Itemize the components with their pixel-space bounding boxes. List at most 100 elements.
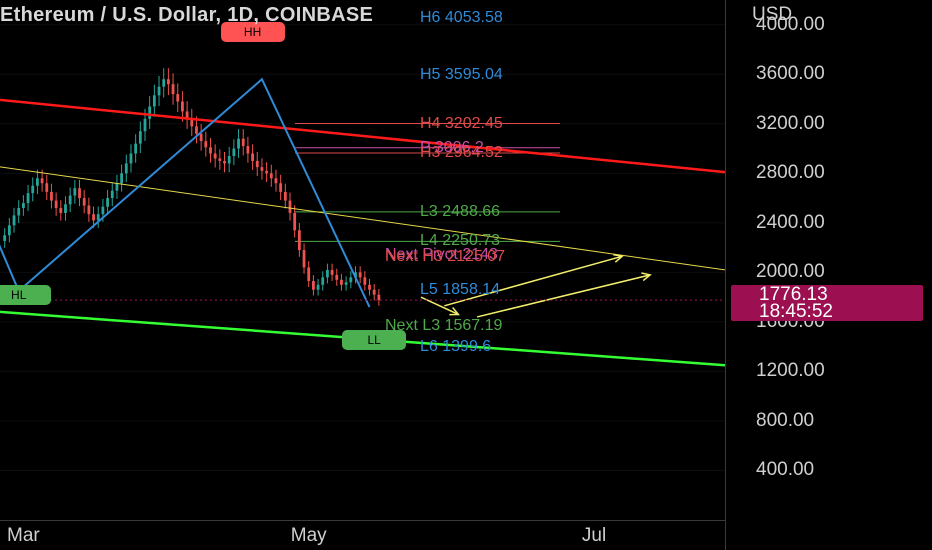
candle-body xyxy=(199,133,203,142)
candle-body xyxy=(157,86,161,96)
channel-mid-line xyxy=(0,166,725,271)
candle-body xyxy=(260,167,264,171)
price-tick-label: 3600.00 xyxy=(756,63,825,85)
pivot-level-label: L6 1399.6 xyxy=(420,337,492,355)
candle-body xyxy=(110,190,114,199)
grid xyxy=(0,24,725,471)
candle-body xyxy=(297,230,301,251)
candle-body xyxy=(31,185,35,194)
zigzag-line xyxy=(18,77,371,308)
candle-body xyxy=(377,294,381,301)
candle-body xyxy=(190,118,194,127)
chart-canvas[interactable] xyxy=(0,0,725,520)
candle-body xyxy=(237,138,240,149)
candle-body xyxy=(82,198,86,206)
time-tick-label: Jul xyxy=(581,525,607,546)
price-tick-label: 3200.00 xyxy=(756,112,825,134)
candle-body xyxy=(148,106,152,119)
candle-body xyxy=(171,84,175,95)
candle-body xyxy=(363,277,367,285)
candle-body xyxy=(213,153,217,159)
candle-body xyxy=(354,272,357,278)
pivot-level-label: Next L3 1567.19 xyxy=(385,316,503,334)
candle-body xyxy=(368,284,371,290)
candle-body xyxy=(45,183,49,192)
candle-body xyxy=(293,212,297,231)
pivot-level-label: H3 2964.52 xyxy=(420,143,503,161)
candle-body xyxy=(12,215,16,226)
candle-body xyxy=(330,269,334,275)
price-tick-label: 400.00 xyxy=(756,459,815,481)
candle-body xyxy=(17,208,21,216)
pivot-level-label: L5 1858.14 xyxy=(420,280,501,298)
candle-body xyxy=(50,191,53,201)
candle-body xyxy=(302,250,306,268)
candle-body xyxy=(54,200,58,208)
plot-area[interactable]: H6 4053.58 H5 3595.04 H4 3202.45 P 3006.2 H3… xyxy=(0,0,725,520)
candle-body xyxy=(21,203,25,208)
candle-body xyxy=(185,111,189,119)
time-axis[interactable]: Mar May Jul xyxy=(0,520,725,550)
candles xyxy=(3,68,381,306)
candle-body xyxy=(358,272,362,278)
candle-body xyxy=(195,126,198,134)
candle-body xyxy=(340,279,343,285)
price-tick-label: 2000.00 xyxy=(756,261,825,283)
projection-arrowhead xyxy=(613,253,624,263)
candle-body xyxy=(335,274,339,280)
candle-body xyxy=(311,281,315,290)
candle-body xyxy=(265,170,269,174)
candle-body xyxy=(152,95,156,107)
projection-arrow xyxy=(476,274,651,318)
candle-body xyxy=(274,178,278,184)
candle-body xyxy=(232,148,236,156)
candle-body xyxy=(143,118,147,132)
candle-body xyxy=(288,200,292,213)
channel-top-line xyxy=(0,98,725,174)
zigzag-line xyxy=(0,244,20,292)
candle-body xyxy=(36,178,39,186)
last-price-value: 1776.13 xyxy=(759,284,828,306)
price-tick-label: 4000.00 xyxy=(756,13,825,35)
bar-countdown: 18:45:52 xyxy=(759,301,833,323)
price-tick-label: 2400.00 xyxy=(756,211,825,233)
candle-body xyxy=(40,178,44,184)
candle-body xyxy=(26,193,30,204)
candle-body xyxy=(64,204,67,213)
candle-body xyxy=(181,101,184,112)
projection-arrowhead xyxy=(449,307,460,316)
candle-body xyxy=(227,156,231,164)
candle-body xyxy=(372,289,376,295)
candle-body xyxy=(223,160,226,164)
candle-body xyxy=(7,225,11,236)
price-axis[interactable]: USD 4000.00 3600.00 3200.00 2800.00 2400.00 2… xyxy=(725,0,932,550)
time-tick-label: May xyxy=(290,525,327,546)
time-tick-label: Mar xyxy=(7,525,40,546)
candle-body xyxy=(349,277,353,283)
pivot-level-label: H4 3202.45 xyxy=(420,114,503,132)
candle-body xyxy=(106,198,109,207)
candle-body xyxy=(209,147,212,154)
candle-body xyxy=(241,138,245,147)
pivot-level-lines xyxy=(295,123,560,242)
candle-body xyxy=(321,277,325,285)
chart-title: Ethereum / U.S. Dollar, 1D, COINBASE xyxy=(0,4,374,26)
candle-body xyxy=(176,94,180,102)
price-tick-label: 1200.00 xyxy=(756,360,825,382)
pivot-level-label: P 3006.2 xyxy=(420,138,484,156)
candle-body xyxy=(255,160,259,168)
projection-arrow xyxy=(444,255,623,307)
pivot-level-label: L4 2250.73 xyxy=(420,232,501,250)
candle-body xyxy=(3,235,7,241)
candle-body xyxy=(166,79,170,85)
candle-body xyxy=(162,79,166,87)
trend-lines xyxy=(0,77,725,367)
candle-body xyxy=(307,267,311,282)
candle-body xyxy=(96,214,100,221)
candle-body xyxy=(218,158,222,161)
candle-body xyxy=(316,284,320,290)
pivot-level-label: L3 2488.66 xyxy=(420,202,501,220)
pivot-level-label: H5 3595.04 xyxy=(420,65,503,83)
candle-body xyxy=(92,214,95,221)
